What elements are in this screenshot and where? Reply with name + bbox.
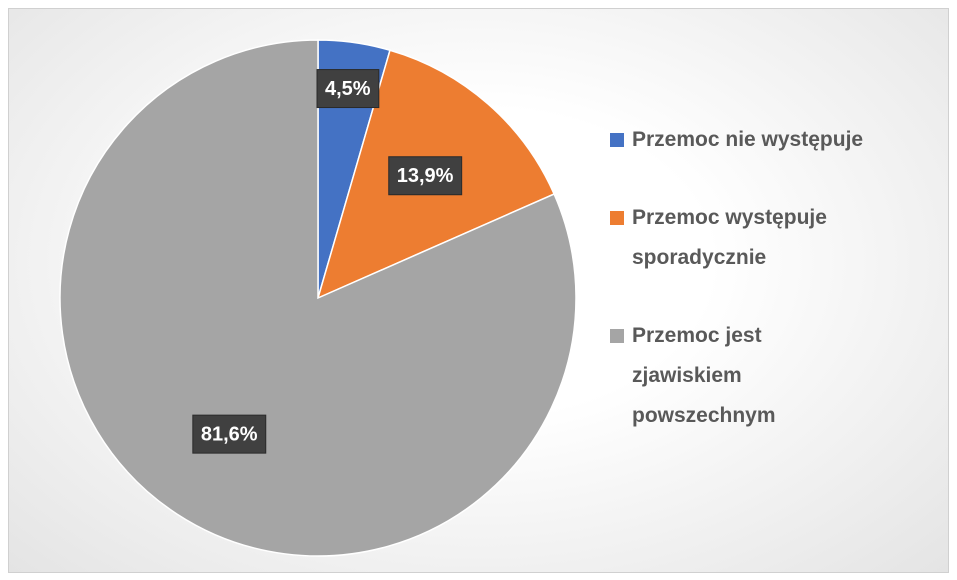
data-label-box xyxy=(316,69,380,109)
data-label: 81,6% xyxy=(192,414,267,454)
legend: Przemoc nie występuje Przemoc występuje s… xyxy=(610,120,870,474)
legend-entry: Przemoc nie występuje xyxy=(610,120,870,160)
data-label: 13,9% xyxy=(388,156,463,196)
pie-slice xyxy=(59,39,577,557)
legend-swatch xyxy=(610,329,624,343)
data-label-text: 81,6% xyxy=(201,423,258,445)
data-label-box xyxy=(388,156,463,196)
data-label: 4,5% xyxy=(316,69,380,109)
legend-swatch xyxy=(610,211,624,225)
legend-label: Przemoc nie występuje xyxy=(632,128,864,151)
data-label-text: 13,9% xyxy=(397,165,454,187)
legend-entry: Przemoc występuje sporadycznie xyxy=(610,198,870,278)
data-label-text: 4,5% xyxy=(325,78,371,100)
legend-swatch xyxy=(610,133,624,147)
legend-label: Przemoc jest zjawiskiem powszechnym xyxy=(632,324,776,427)
data-label-box xyxy=(192,414,267,454)
legend-label: Przemoc występuje sporadycznie xyxy=(632,206,827,269)
legend-entry: Przemoc jest zjawiskiem powszechnym xyxy=(610,316,870,436)
